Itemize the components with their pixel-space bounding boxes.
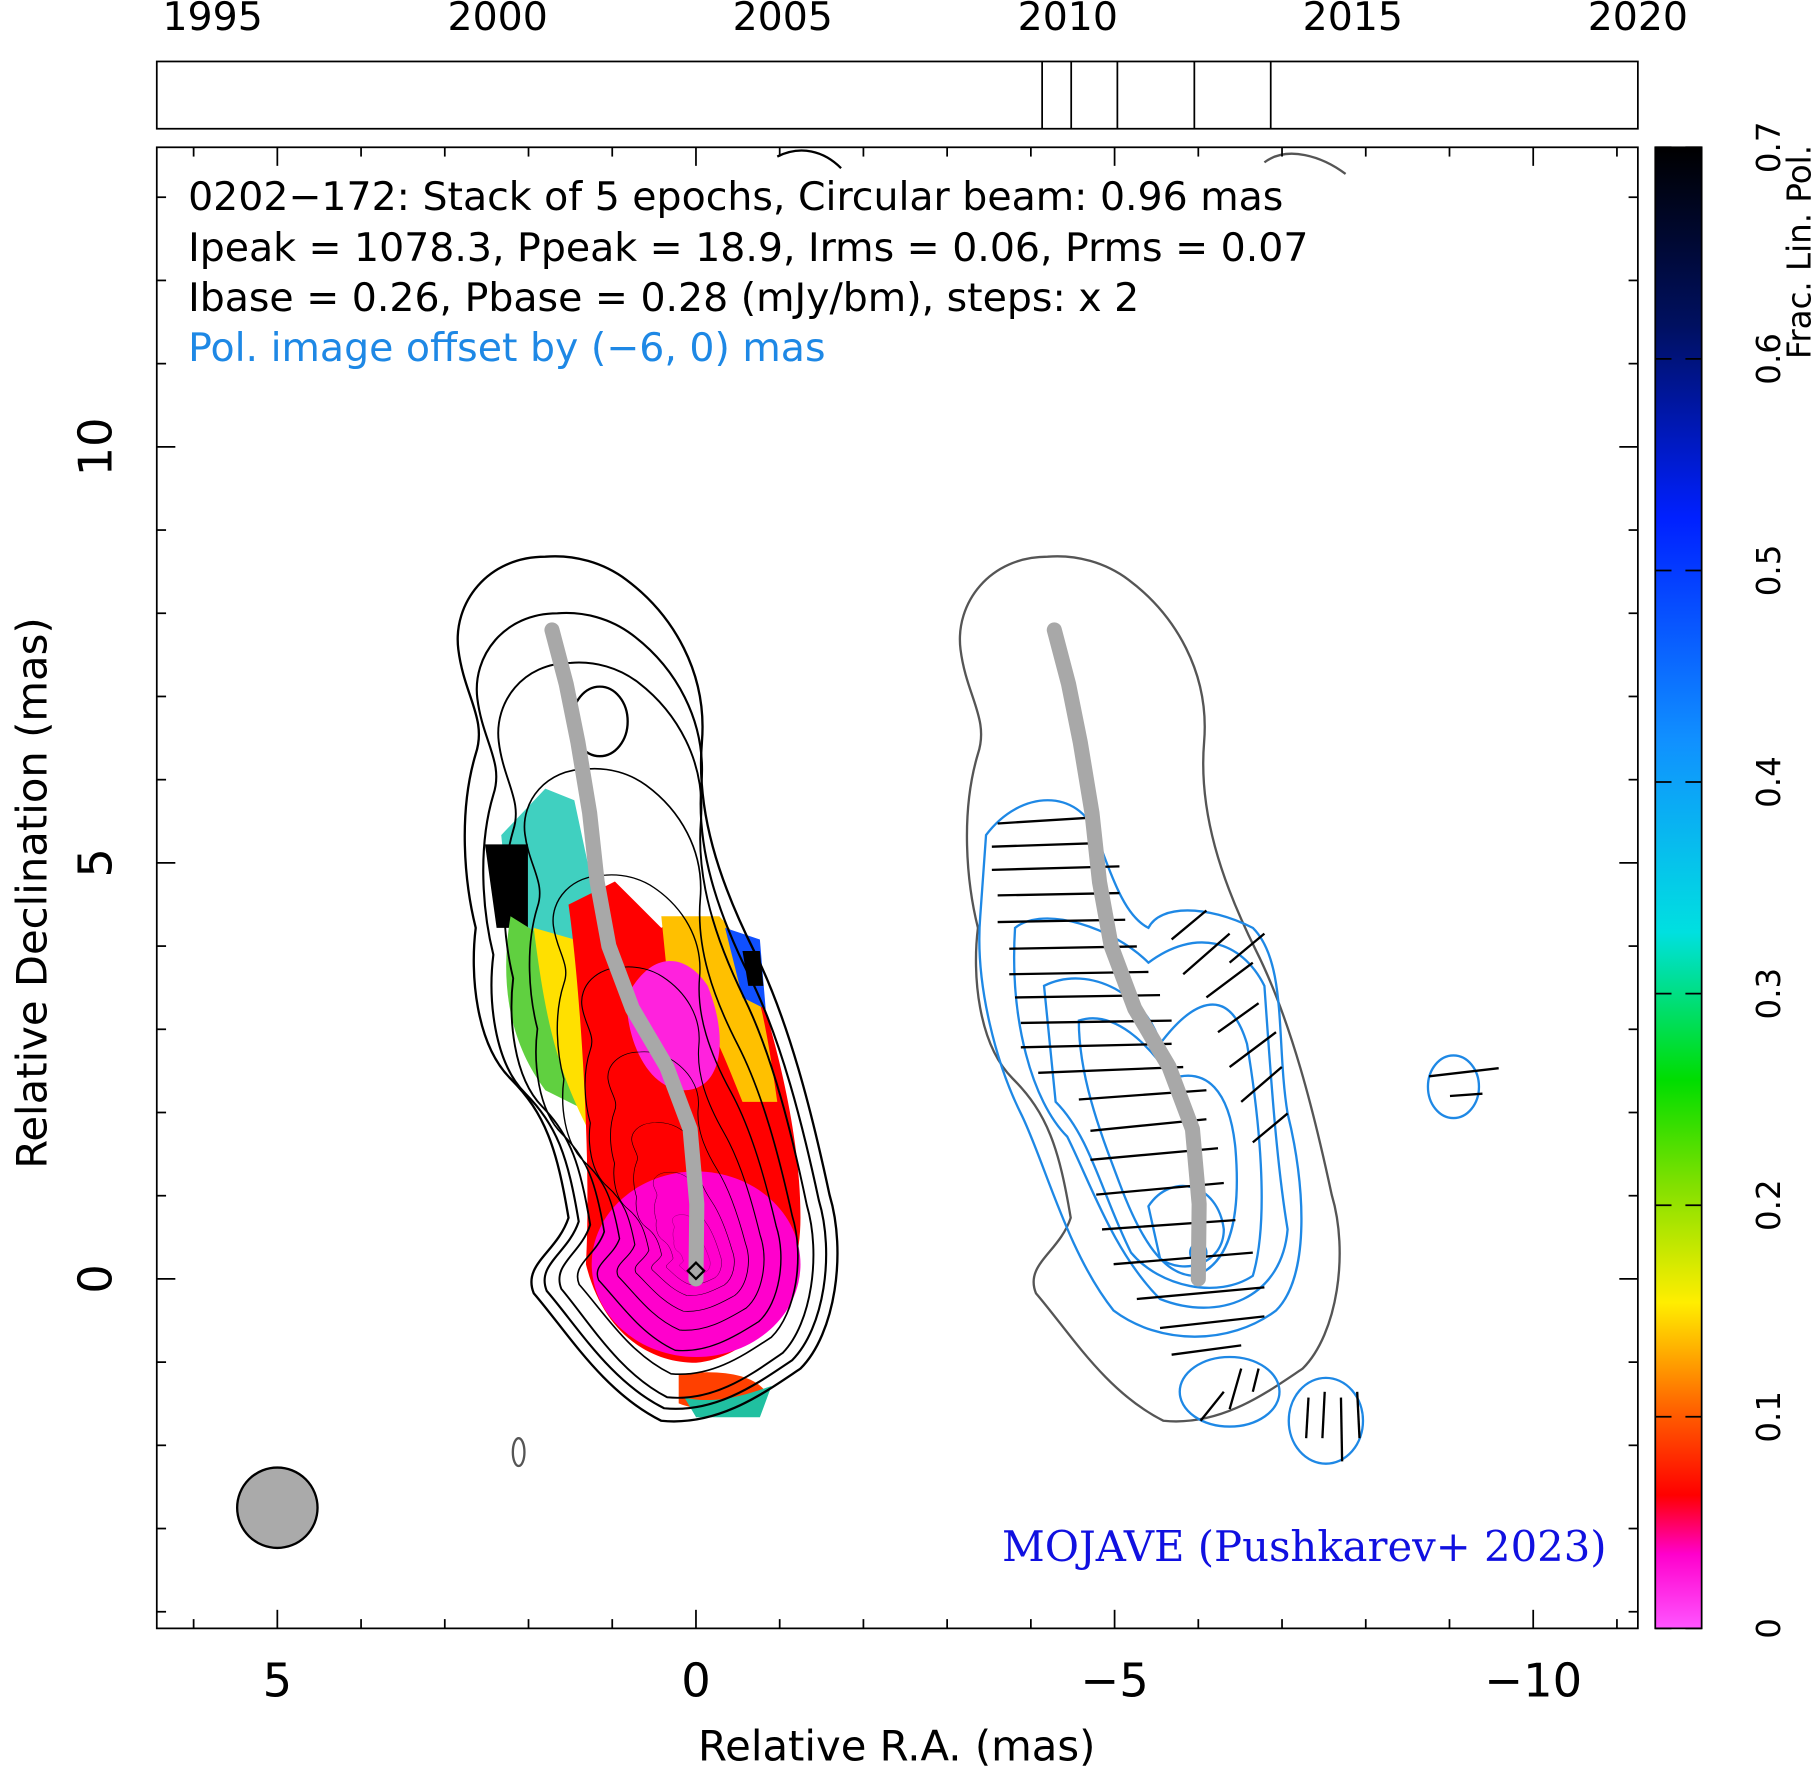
colorbar-tick-label: 0.5	[1750, 545, 1788, 597]
y-tick-label: 10	[68, 417, 122, 476]
plot-frame	[155, 146, 1639, 1630]
source-line: Ipeak = 1078.3, Ppeak = 18.9, Irms = 0.0…	[188, 225, 1308, 271]
y-tick-label: 0	[68, 1264, 122, 1294]
source-line: Ibase = 0.26, Pbase = 0.28 (mJy/bm), ste…	[188, 275, 1139, 321]
colorbar-label: Frac. Lin. Pol.	[1780, 145, 1818, 359]
ridge-line	[1046, 622, 1207, 1287]
evpa-sticks	[991, 816, 1499, 1462]
year-label: 2020	[1588, 0, 1688, 40]
colorbar-tick-label: 0	[1750, 1618, 1788, 1639]
credit: MOJAVE (Pushkarev+ 2023)	[1002, 1522, 1607, 1571]
colorbar-tick-label: 0.4	[1750, 756, 1788, 808]
timeline-frame	[155, 60, 1639, 130]
x-tick-label: −5	[1080, 1654, 1148, 1708]
y-tick-label: 5	[68, 848, 122, 878]
x-tick-label: 5	[263, 1654, 293, 1708]
ridge-line	[544, 622, 705, 1287]
x-tick-label: −10	[1484, 1654, 1582, 1708]
beam	[235, 1466, 319, 1550]
colorbar-tick-label: 0.2	[1750, 1179, 1788, 1231]
x-axis-label: Relative R.A. (mas)	[698, 1722, 1095, 1771]
source-line: 0202−172: Stack of 5 epochs, Circular be…	[188, 174, 1283, 220]
header-text: 0202−172: Stack of 5 epochs, Circular be…	[188, 174, 1308, 371]
colorbar-tick-label: 0.1	[1750, 1391, 1788, 1443]
year-label: 2015	[1303, 0, 1403, 40]
offset-note: Pol. image offset by (−6, 0) mas	[188, 325, 825, 371]
year-label: 2000	[448, 0, 548, 40]
year-label: 2010	[1018, 0, 1118, 40]
pol-contours	[958, 152, 1481, 1465]
colorbar	[1654, 146, 1703, 1630]
colorbar-tick-label: 0.3	[1750, 968, 1788, 1020]
colorbar-tick-label: 0.7	[1750, 121, 1788, 173]
x-tick-label: 0	[681, 1654, 711, 1708]
core-marker	[686, 1261, 706, 1281]
y-axis-label: Relative Declination (mas)	[7, 617, 56, 1168]
year-label: 2005	[733, 0, 833, 40]
year-label: 1995	[162, 0, 262, 40]
colorbar-tick-label: 0.6	[1750, 333, 1788, 385]
